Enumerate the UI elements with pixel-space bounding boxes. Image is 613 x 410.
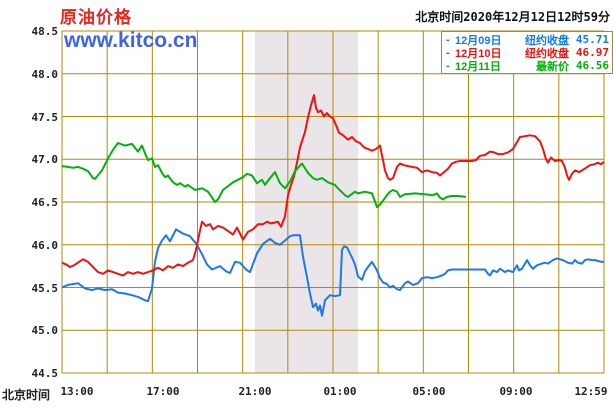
x-tick-label: 05:00 — [412, 385, 446, 398]
page-title: 原油价格 — [60, 8, 132, 27]
x-axis-title: 北京时间 — [2, 388, 51, 402]
y-tick-label: 46.5 — [31, 196, 59, 209]
legend-date: 12月10日 — [455, 47, 502, 60]
legend-value: 46.97 — [575, 46, 609, 59]
kitco-watermark: www.kitco.cn — [64, 29, 198, 52]
beijing-timestamp: 北京时间2020年12月12日12时59分 — [415, 10, 610, 24]
legend-label: 纽约收盘 — [525, 47, 569, 60]
y-tick-label: 47.5 — [31, 110, 59, 124]
legend-row-dec10: - 12月10日 纽约收盘 46.97 — [442, 46, 612, 60]
legend-date: 12月09日 — [455, 34, 502, 47]
legend-date: 12月11日 — [455, 60, 501, 73]
legend-value: 46.56 — [575, 59, 609, 72]
legend-line-swatch-red: - — [446, 46, 450, 59]
y-tick-label: 48.5 — [31, 25, 59, 38]
legend-row-dec09: - 12月09日 纽约收盘 45.71 — [442, 33, 612, 47]
y-tick-label: 47.0 — [31, 153, 59, 167]
legend-label: 最新价 — [536, 60, 569, 73]
legend-box: - 12月09日 纽约收盘 45.71 - 12月10日 纽约收盘 46.97 … — [441, 31, 613, 74]
legend-row-dec11: - 12月11日 最新价 46.56 — [442, 59, 612, 73]
legend-line-swatch-green: - — [446, 59, 450, 72]
price-line-1 — [61, 94, 605, 277]
price-line-2 — [61, 142, 467, 209]
price-line-0 — [61, 228, 604, 317]
y-tick-label: 46.0 — [31, 238, 59, 252]
y-tick-label: 45.5 — [31, 281, 59, 295]
legend-value: 45.71 — [575, 33, 609, 46]
x-tick-label: 21:00 — [238, 385, 272, 398]
x-tick-label: 01:00 — [323, 385, 357, 398]
y-tick-label: 48.0 — [31, 67, 59, 81]
x-tick-label: 09:00 — [499, 385, 533, 398]
y-tick-label: 44.5 — [31, 367, 59, 380]
legend-label: 纽约收盘 — [525, 34, 569, 47]
x-tick-label: 13:00 — [60, 385, 94, 398]
legend-line-swatch-blue: - — [446, 33, 450, 46]
y-tick-label: 45.0 — [31, 324, 59, 338]
x-tick-label: 17:00 — [146, 385, 180, 398]
x-tick-label: 12:59 — [574, 385, 608, 398]
